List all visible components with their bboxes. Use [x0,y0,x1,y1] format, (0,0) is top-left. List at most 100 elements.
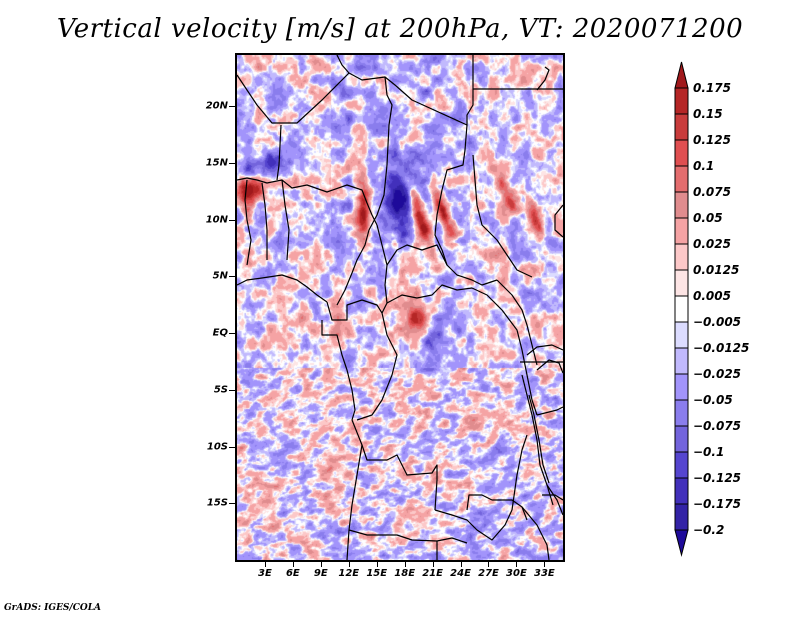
lon-tick-mark [292,562,294,567]
border-line [386,284,473,304]
lat-tick-label: 5S [213,384,228,396]
border-line [346,444,363,560]
colorbar-swatch [674,373,689,401]
border-line [472,154,533,278]
colorbar-under-triangle [674,529,689,557]
lon-tick-label: 12E [338,568,360,579]
lon-tick-mark [460,562,462,567]
chart-title: Vertical velocity [m/s] at 200hPa, VT: 2… [56,14,744,44]
colorbar-label: −0.025 [693,367,742,381]
border-line [376,224,388,314]
lat-tick-mark [229,276,235,278]
colorbar-label: −0.1 [693,445,725,459]
border-line [546,484,563,516]
border-line [351,419,438,511]
lon-tick-label: 18E [394,568,416,579]
colorbar-label: −0.075 [693,419,742,433]
colorbar-over-triangle [674,61,689,89]
colorbar-swatch [674,113,689,141]
grads-credit: GrADS: IGES/COLA [4,603,102,613]
lat-tick-mark [229,106,235,108]
border-line [466,494,528,521]
border-line [348,529,468,544]
colorbar-swatch [674,165,689,193]
colorbar-label: 0.05 [693,211,723,225]
border-line [244,179,252,266]
lat-tick-mark [229,162,235,164]
lon-tick-label: 30E [506,568,527,579]
lat-tick-label: 20N [205,100,228,112]
border-line [434,509,513,541]
colorbar-label: −0.005 [693,315,742,329]
lon-tick-label: 9E [313,568,328,579]
map-frame [235,53,565,562]
colorbar [674,61,689,557]
lat-tick-mark [229,333,235,335]
lon-tick-label: 33E [533,568,555,579]
lat-tick-mark [229,219,235,221]
border-line [386,244,498,286]
lon-tick-mark [376,562,378,567]
lon-tick-label: 27E [478,568,499,579]
lon-tick-label: 21E [422,568,443,579]
lat-tick-mark [229,389,235,391]
colorbar-label: 0.1 [693,159,715,173]
border-line [281,179,290,261]
lon-tick-label: 6E [285,568,300,579]
lon-tick-mark [488,562,490,567]
colorbar-label: −0.2 [693,523,725,537]
border-line [521,374,554,506]
lat-tick-label: 15S [206,497,228,509]
lon-tick-label: 3E [258,568,272,579]
colorbar-swatch [674,321,689,349]
border-line [321,320,356,421]
border-line [471,287,538,416]
colorbar-label: 0.0125 [693,263,740,277]
border-line [542,494,563,501]
border-line [356,312,398,421]
border-line [326,299,383,321]
colorbar-swatch [674,347,689,375]
border-line [336,55,350,74]
colorbar-label: −0.05 [693,393,733,407]
colorbar-swatch [674,217,689,245]
colorbar-swatch [674,191,689,219]
lat-tick-label: 10S [206,441,228,453]
lat-tick-label: 15N [205,157,228,169]
colorbar-swatch [674,87,689,115]
lon-tick-mark [264,562,266,567]
border-line [521,506,550,560]
country-borders [237,55,563,560]
lat-tick-label: EQ [212,327,228,339]
lon-tick-label: 24E [450,568,471,579]
colorbar-swatch [674,425,689,453]
colorbar-swatch [674,295,689,323]
border-line [528,394,550,484]
colorbar-swatch [674,477,689,505]
border-line [368,76,393,231]
colorbar-swatch [674,269,689,297]
border-line [511,434,528,511]
lon-tick-mark [544,562,546,567]
border-line [276,124,282,181]
border-line [237,55,474,126]
border-line [261,182,268,260]
lon-tick-mark [348,562,350,567]
border-line [237,274,328,303]
lat-tick-label: 5N [212,270,228,282]
border-line [536,66,550,91]
colorbar-label: 0.025 [693,237,731,251]
colorbar-label: 0.15 [693,107,723,121]
colorbar-label: 0.125 [693,133,731,147]
colorbar-label: 0.075 [693,185,731,199]
lon-tick-mark [320,562,322,567]
vertical-velocity-field [237,55,563,560]
border-line [554,204,563,238]
border-line [526,344,563,356]
colorbar-label: 0.175 [693,81,731,95]
lon-tick-mark [432,562,434,567]
colorbar-swatch [674,399,689,427]
border-line [434,124,468,266]
border-line [496,279,538,366]
lat-tick-mark [229,503,235,505]
